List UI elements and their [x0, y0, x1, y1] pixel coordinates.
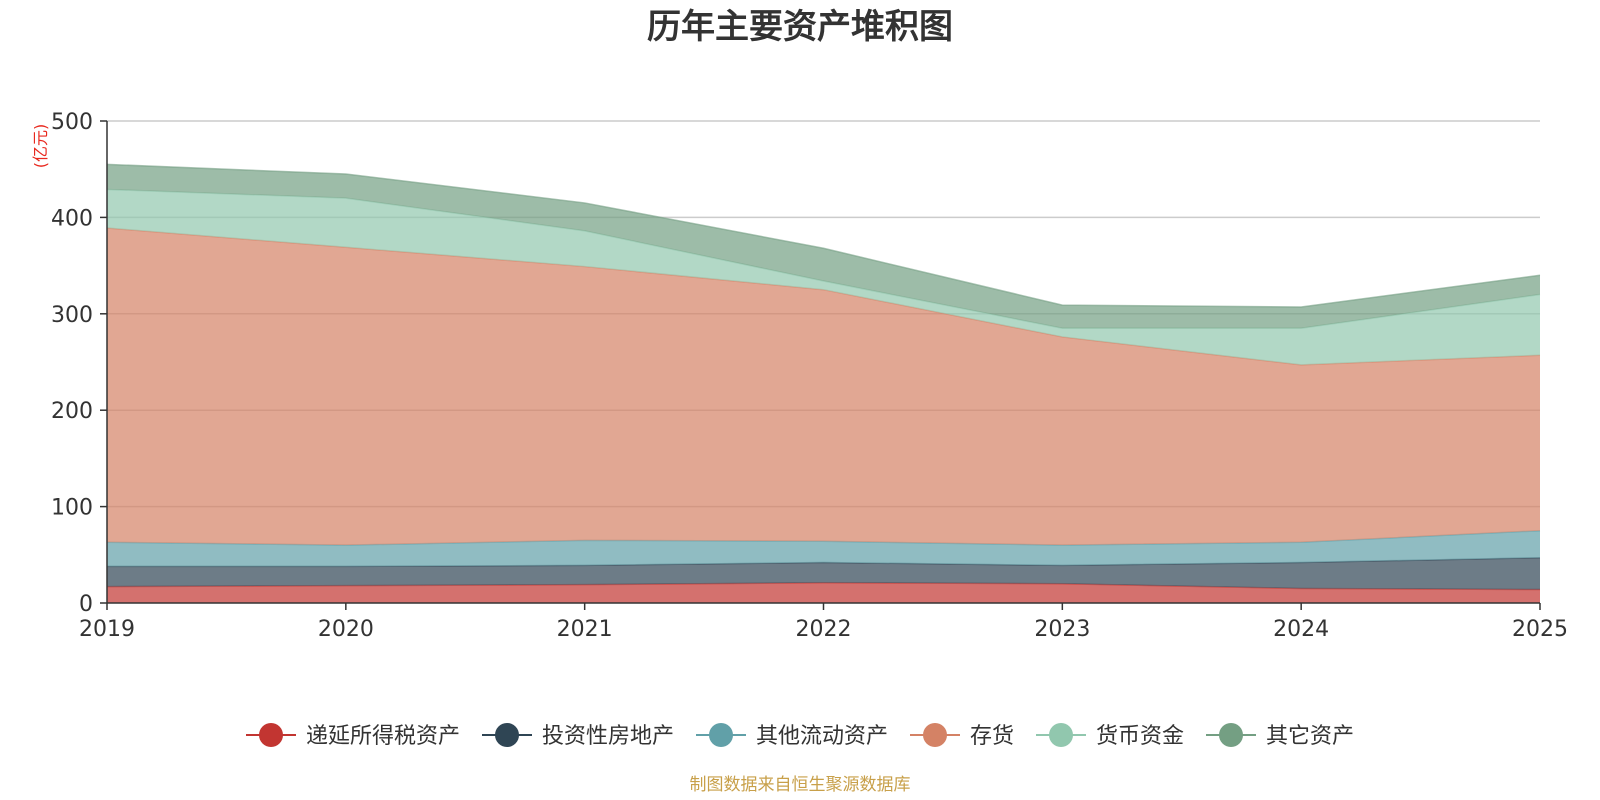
- legend-item-3[interactable]: 其他流动资产: [696, 723, 888, 749]
- x-tick-label: 2023: [1034, 617, 1090, 642]
- area-series: [106, 163, 1541, 603]
- legend-marker: [259, 723, 283, 747]
- area-series-1: [107, 582, 1540, 603]
- x-tick-label: 2021: [557, 617, 613, 642]
- area-series-3: [107, 530, 1540, 567]
- legend-label: 递延所得税资产: [306, 724, 460, 749]
- y-tick-label: 100: [51, 496, 93, 521]
- x-tick-label: 2024: [1273, 617, 1329, 642]
- legend-item-5[interactable]: 货币资金: [1036, 723, 1184, 749]
- legend-label: 投资性房地产: [542, 724, 674, 749]
- y-tick-label: 0: [79, 592, 93, 617]
- legend-item-6[interactable]: 其它资产: [1206, 723, 1354, 749]
- y-tick-label: 400: [51, 206, 93, 231]
- chart-title: 历年主要资产堆积图: [647, 7, 953, 47]
- y-axis-unit-label: (亿元): [31, 124, 50, 169]
- x-tick-label: 2019: [79, 617, 135, 642]
- legend-item-4[interactable]: 存货: [910, 723, 1014, 749]
- source-note: 制图数据来自恒生聚源数据库: [690, 775, 911, 795]
- legend-marker: [1219, 723, 1243, 747]
- legend-marker: [495, 723, 519, 747]
- x-tick-label: 2025: [1512, 617, 1568, 642]
- y-tick-label: 200: [51, 399, 93, 424]
- y-tick-label: 300: [51, 303, 93, 328]
- legend: 递延所得税资产 投资性房地产 其他流动资产 存货 货币资金 其它资产: [246, 723, 1354, 749]
- axes: 0 100 200 300 400 500 2019 2020 2021 2022 2023 2024…: [51, 110, 1568, 642]
- area-series-4: [107, 228, 1540, 546]
- legend-item-1[interactable]: 递延所得税资产: [246, 723, 460, 749]
- legend-label: 其他流动资产: [756, 724, 888, 749]
- x-tick-label: 2020: [318, 617, 374, 642]
- legend-marker: [709, 723, 733, 747]
- legend-label: 其它资产: [1266, 724, 1354, 749]
- legend-label: 存货: [970, 724, 1014, 749]
- area-series-6: [107, 164, 1540, 329]
- legend-marker: [1049, 723, 1073, 747]
- legend-label: 货币资金: [1096, 724, 1184, 749]
- x-tick-label: 2022: [796, 617, 852, 642]
- area-series-edge-6: [106, 163, 1541, 308]
- legend-item-2[interactable]: 投资性房地产: [482, 723, 674, 749]
- area-series-5: [107, 189, 1540, 365]
- area-series-2: [107, 557, 1540, 590]
- legend-marker: [923, 723, 947, 747]
- y-tick-label: 500: [51, 110, 93, 135]
